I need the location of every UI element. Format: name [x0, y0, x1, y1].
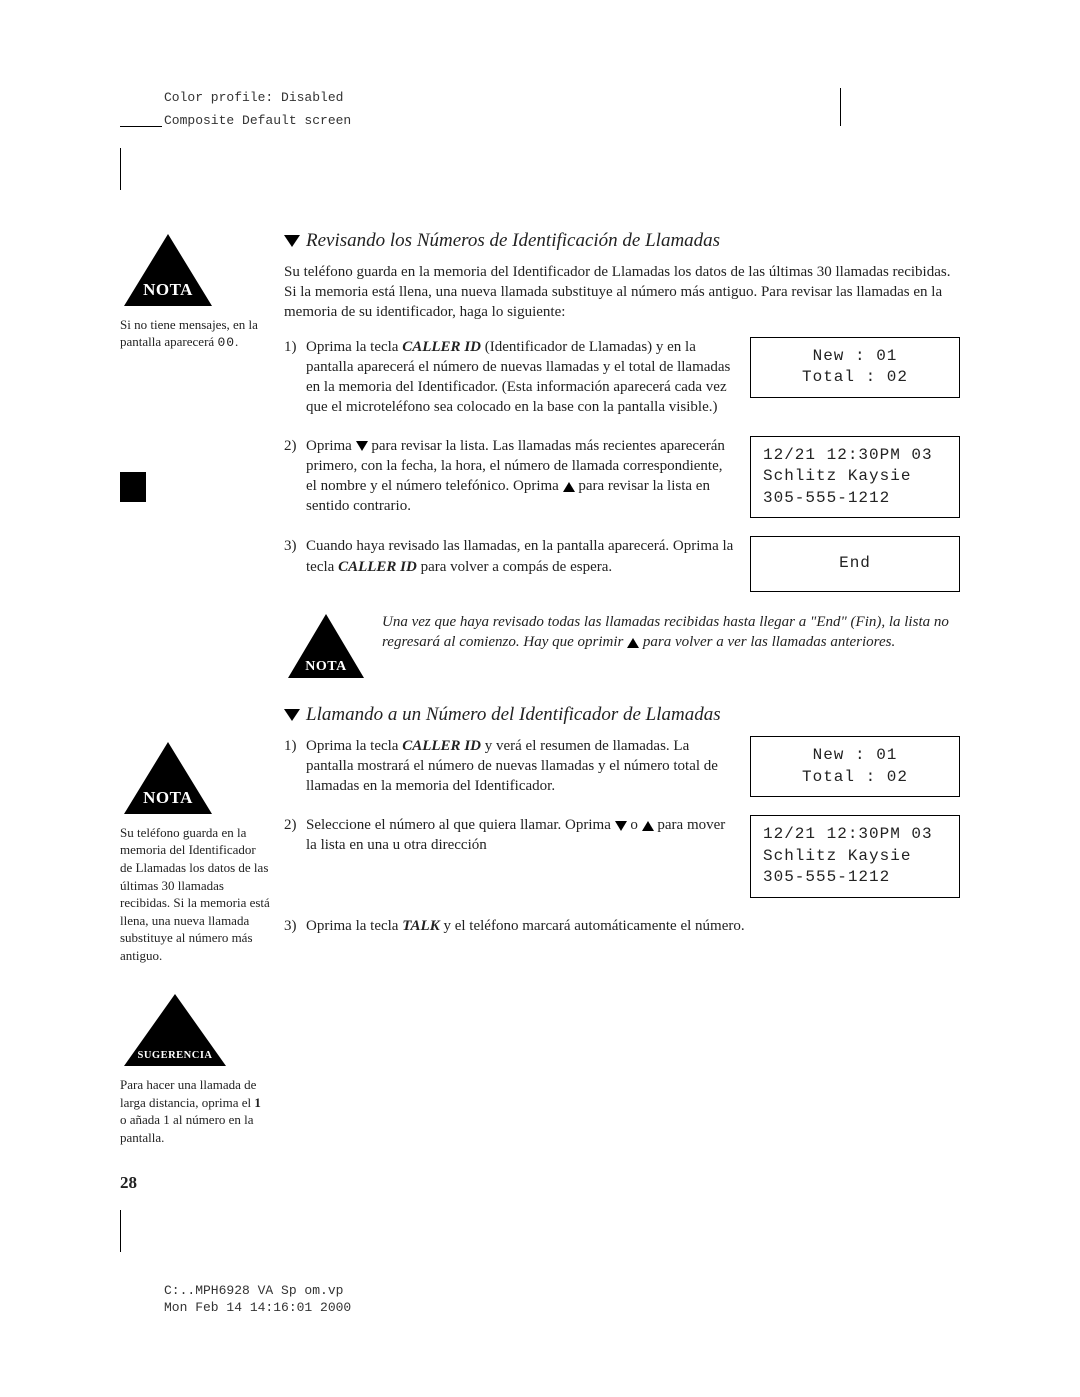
text: o añada 1 al número en la pantalla. — [120, 1112, 254, 1145]
lcd-line: 305-555-1212 — [763, 488, 947, 510]
heading-text: Llamando a un Número del Identificador d… — [306, 704, 721, 726]
step-text: 1) Oprima la tecla CALLER ID y verá el r… — [284, 736, 734, 797]
footer-line: C:..MPH6928 VA Sp om.vp — [164, 1283, 351, 1300]
side-note-text: Su teléfono guarda en la memoria del Ide… — [120, 824, 270, 964]
lcd-line: New : 01 — [763, 346, 947, 368]
step-text: 2) Oprima para revisar la lista. Las lla… — [284, 436, 734, 517]
text: Oprima la tecla — [306, 738, 402, 754]
intro-paragraph: Su teléfono guarda en la memoria del Ide… — [284, 262, 960, 323]
step-text: 3) Oprima la tecla TALK y el teléfono ma… — [284, 916, 960, 936]
up-triangle-icon — [642, 821, 654, 831]
section-heading: Llamando a un Número del Identificador d… — [284, 704, 960, 726]
side-note-text: Si no tiene mensajes, en la pantalla apa… — [120, 316, 270, 352]
lcd-line: 305-555-1212 — [763, 867, 947, 889]
lcd-display: New : 01 Total : 02 — [750, 337, 960, 398]
text: para volver a compás de espera. — [417, 559, 612, 575]
text: para volver a ver las llamadas anteriore… — [639, 634, 895, 650]
step-number: 1) — [284, 337, 306, 418]
step-text: 3) Cuando haya revisado las llamadas, en… — [284, 536, 734, 577]
lcd-display: 12/21 12:30PM 03 Schlitz Kaysie 305-555-… — [750, 436, 960, 519]
nota-triangle-icon: NOTA — [284, 610, 368, 682]
content-columns: NOTA Si no tiene mensajes, en la pantall… — [120, 230, 960, 1196]
text: Para hacer una llamada de larga distanci… — [120, 1077, 256, 1110]
step-row: 2) Seleccione el número al que quiera ll… — [284, 815, 960, 898]
down-triangle-icon — [615, 821, 627, 831]
down-triangle-icon — [284, 709, 300, 721]
lcd-display: End — [750, 536, 960, 592]
crop-mark — [120, 1210, 121, 1252]
key-name: CALLER ID — [402, 339, 481, 355]
page-number: 28 — [120, 1172, 270, 1195]
nota-triangle-icon: NOTA — [120, 738, 216, 818]
crop-mark — [120, 126, 162, 127]
key-name: CALLER ID — [402, 738, 481, 754]
print-footer: C:..MPH6928 VA Sp om.vp Mon Feb 14 14:16… — [164, 1283, 351, 1317]
lcd-line: Schlitz Kaysie — [763, 846, 947, 868]
crop-mark — [120, 148, 121, 190]
text: Oprima la tecla — [306, 918, 402, 934]
step-text: 1) Oprima la tecla CALLER ID (Identifica… — [284, 337, 734, 418]
lcd-display: New : 01 Total : 02 — [750, 736, 960, 797]
side-note-block: NOTA Su teléfono guarda en la memoria de… — [120, 738, 270, 964]
text: . — [235, 334, 238, 349]
step-row: 1) Oprima la tecla CALLER ID y verá el r… — [284, 736, 960, 797]
side-note-block: SUGERENCIA Para hacer una llamada de lar… — [120, 990, 270, 1146]
text: Oprima — [306, 438, 356, 454]
key-name: TALK — [402, 918, 440, 934]
lcd-line: Total : 02 — [763, 767, 947, 789]
lcd-line: New : 01 — [763, 745, 947, 767]
step-number: 3) — [284, 536, 306, 577]
side-note-text: Para hacer una llamada de larga distanci… — [120, 1076, 270, 1146]
step-text: 2) Seleccione el número al que quiera ll… — [284, 815, 734, 856]
nota-triangle-icon: NOTA — [120, 230, 216, 310]
footer-line: Mon Feb 14 14:16:01 2000 — [164, 1300, 351, 1317]
step-number: 3) — [284, 916, 306, 936]
nota-label: NOTA — [120, 279, 216, 302]
sugerencia-label: SUGERENCIA — [120, 1049, 230, 1063]
nota-label: NOTA — [120, 787, 216, 810]
crop-mark — [840, 88, 841, 126]
step-row: 3) Oprima la tecla TALK y el teléfono ma… — [284, 916, 960, 936]
inline-nota-text: Una vez que haya revisado todas las llam… — [382, 610, 960, 653]
nota-label: NOTA — [284, 659, 368, 675]
step-number: 2) — [284, 436, 306, 517]
down-triangle-icon — [356, 441, 368, 451]
heading-text: Revisando los Números de Identificación … — [306, 230, 720, 252]
step-number: 1) — [284, 736, 306, 797]
step-number: 2) — [284, 815, 306, 856]
key-name: CALLER ID — [338, 559, 417, 575]
side-note-block: NOTA Si no tiene mensajes, en la pantall… — [120, 230, 270, 352]
text: Seleccione el número al que quiera llama… — [306, 817, 615, 833]
mono-zeros: 00 — [217, 335, 235, 350]
text: y el teléfono marcará automáticamente el… — [440, 918, 745, 934]
side-column: NOTA Si no tiene mensajes, en la pantall… — [120, 230, 284, 1196]
up-triangle-icon — [563, 482, 575, 492]
step-row: 3) Cuando haya revisado las llamadas, en… — [284, 536, 960, 592]
lcd-display: 12/21 12:30PM 03 Schlitz Kaysie 305-555-… — [750, 815, 960, 898]
page-edge-tab — [120, 472, 146, 502]
text: o — [627, 817, 642, 833]
inline-nota-block: NOTA Una vez que haya revisado todas las… — [284, 610, 960, 682]
sugerencia-triangle-icon: SUGERENCIA — [120, 990, 230, 1070]
lcd-line: Total : 02 — [763, 367, 947, 389]
step-row: 2) Oprima para revisar la lista. Las lla… — [284, 436, 960, 519]
bold-digit: 1 — [254, 1095, 261, 1110]
section-heading: Revisando los Números de Identificación … — [284, 230, 960, 252]
up-triangle-icon — [627, 638, 639, 648]
lcd-line: End — [763, 553, 947, 575]
lcd-line: 12/21 12:30PM 03 — [763, 445, 947, 467]
step-row: 1) Oprima la tecla CALLER ID (Identifica… — [284, 337, 960, 418]
lcd-line: Schlitz Kaysie — [763, 466, 947, 488]
down-triangle-icon — [284, 235, 300, 247]
text: Oprima la tecla — [306, 339, 402, 355]
main-column: Revisando los Números de Identificación … — [284, 230, 960, 1196]
lcd-line: 12/21 12:30PM 03 — [763, 824, 947, 846]
document-page: Color profile: Disabled Composite Defaul… — [0, 0, 1080, 1397]
